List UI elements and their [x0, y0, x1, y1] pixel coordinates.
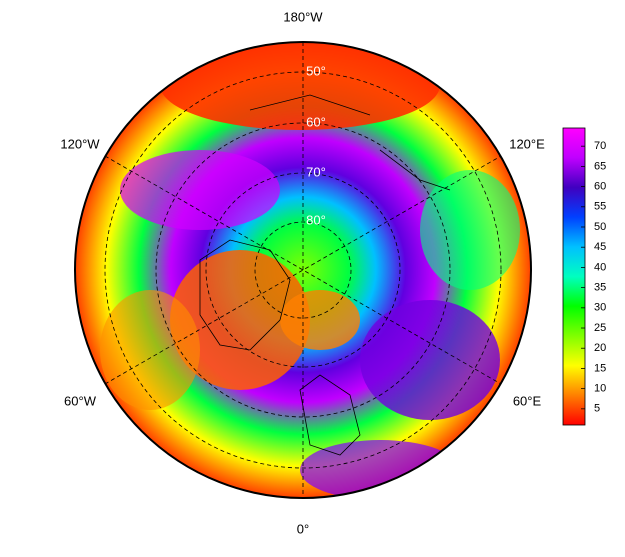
longitude-label: 180°W — [283, 9, 323, 24]
map-border — [74, 41, 532, 499]
longitude-label: 60°E — [513, 393, 542, 408]
longitude-label: 0° — [297, 521, 309, 536]
colorbar-tick-label: 55 — [594, 201, 606, 213]
data-field — [75, 42, 531, 498]
longitude-label: 120°E — [509, 136, 545, 151]
longitude-label: 60°W — [64, 393, 97, 408]
colorbar-tick-label: 70 — [594, 140, 606, 152]
longitude-label: 120°W — [60, 136, 100, 151]
colorbar-tick-label: 30 — [594, 302, 606, 314]
colorbar-tick-label: 65 — [594, 160, 606, 172]
colorbar-tick-label: 15 — [594, 362, 606, 374]
colorbar-tick-label: 5 — [594, 403, 600, 415]
colorbar-tick-label: 35 — [594, 282, 606, 294]
colorbar-tick-label: 45 — [594, 241, 606, 253]
latitude-label: 70° — [306, 164, 326, 179]
colorbar-tick-label: 50 — [594, 221, 606, 233]
coastlines — [199, 94, 451, 456]
latitude-label: 80° — [306, 212, 326, 227]
colorbar-tick-label: 10 — [594, 383, 606, 395]
latitude-label: 60° — [306, 114, 326, 129]
colorbar-tick-label: 40 — [594, 261, 606, 273]
graticule — [104, 42, 502, 498]
colorbar-tick-label: 20 — [594, 342, 606, 354]
latitude-label: 50° — [306, 63, 326, 78]
colorbar — [562, 127, 586, 426]
colorbar-tick-label: 25 — [594, 322, 606, 334]
colorbar-tick-label: 60 — [594, 180, 606, 192]
